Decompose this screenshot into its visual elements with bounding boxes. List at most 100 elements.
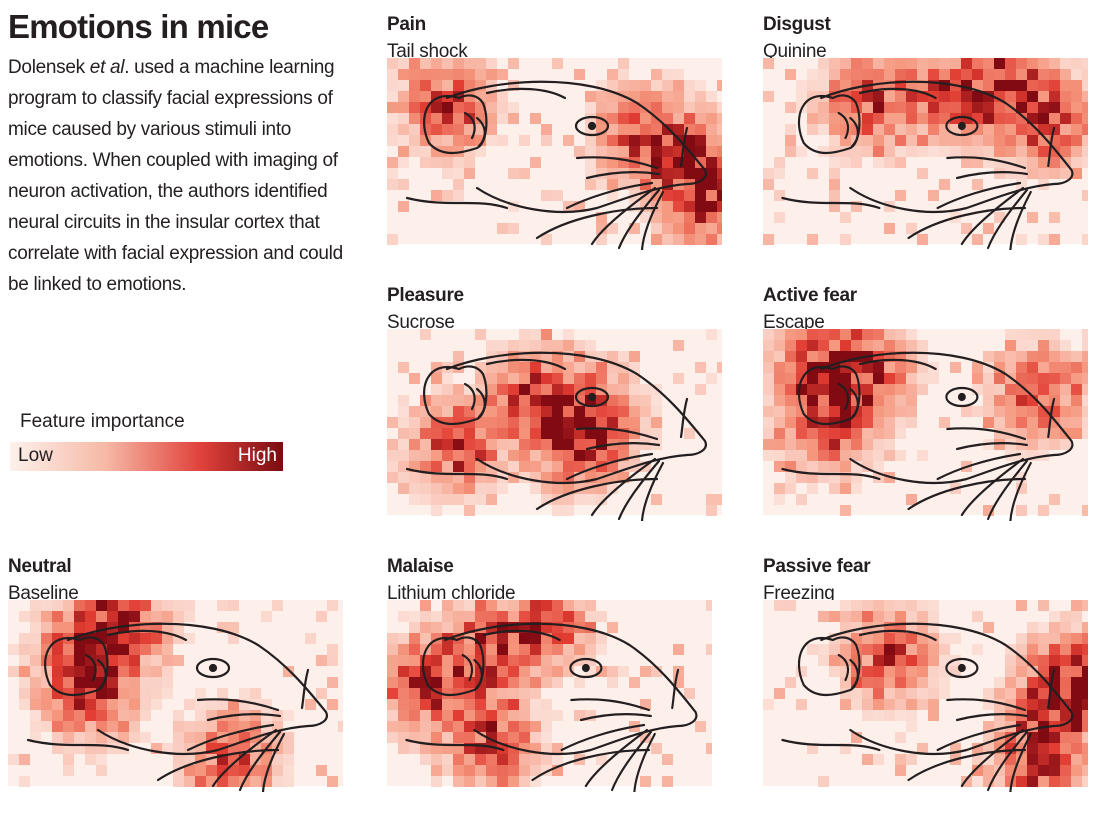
heatmap-cell [1038,91,1049,102]
heatmap-cell [1071,688,1082,699]
heatmap-cell [508,384,519,395]
heatmap-cell [972,743,983,754]
heatmap-cell [387,113,398,124]
heatmap-cell [475,688,486,699]
heatmap-cell [442,677,453,688]
heatmap-cell [530,362,541,373]
heatmap-cell [1071,91,1082,102]
mouse-line [84,653,107,690]
heatmap-cell [475,461,486,472]
heatmap-cell [387,69,398,80]
heatmap-cell [607,190,618,201]
heatmap-cell [1049,212,1060,223]
heatmap-cell [1060,732,1071,743]
heatmap-cell [662,135,673,146]
heatmap-cell [807,168,818,179]
heatmap-cell [464,721,475,732]
heatmap-cell [475,91,486,102]
heatmap-cell [464,622,475,633]
heatmap-cell [1038,417,1049,428]
heatmap-cell [840,611,851,622]
heatmap-cell [508,428,519,439]
heatmap-cell [939,58,950,69]
heatmap-cell [585,644,596,655]
heatmap-cell [30,655,41,666]
heatmap-cell [706,102,717,113]
heatmap-cell [1027,622,1038,633]
heatmap-cell [530,340,541,351]
heatmap-cell [1071,743,1082,754]
heatmap-cell [662,234,673,245]
heatmap-cell [662,124,673,135]
heatmap-cell [272,776,283,787]
heatmap-cell [1060,124,1071,135]
heatmap-cell [442,157,453,168]
heatmap-cell [796,362,807,373]
heatmap-cell [618,472,629,483]
heatmap-cell [972,765,983,776]
heatmap-cell [1060,721,1071,732]
mouse-line [820,80,1074,214]
heatmap-cell [928,146,939,157]
heatmap-cell [895,450,906,461]
heatmap-cell [85,600,96,611]
heatmap-cell [316,611,327,622]
heatmap-cell [574,450,585,461]
heatmap-cell [184,699,195,710]
heatmap-cell [541,135,552,146]
heatmap-cell [486,373,497,384]
heatmap-cell [283,754,294,765]
heatmap-cell [107,677,118,688]
heatmap-cell [508,611,519,622]
heatmap-cell [409,710,420,721]
heatmap-cell [508,776,519,787]
panel: Pain Tail shock [387,14,722,250]
heatmap-cell [818,351,829,362]
heatmap-cell [906,135,917,146]
legend-low: Low [18,445,53,466]
heatmap-cell [519,373,530,384]
heatmap-cell [651,102,662,113]
heatmap-cell [818,329,829,340]
heatmap-cell [862,329,873,340]
heatmap-cell [519,776,530,787]
heatmap-cell [475,655,486,666]
heatmap-cell [851,157,862,168]
heatmap-cell [283,666,294,677]
heatmap-cell [673,212,684,223]
heatmap-cell [651,69,662,80]
heatmap-cell [1082,710,1088,721]
heatmap-cell [1082,644,1088,655]
heatmap-cell [431,644,442,655]
heatmap-cell [807,362,818,373]
heatmap-cell [895,633,906,644]
heatmap-cell [895,677,906,688]
heatmap-cell [453,69,464,80]
heatmap-cell [618,439,629,450]
heatmap-cell [1038,102,1049,113]
heatmap-cell [1060,688,1071,699]
heatmap-cell [763,234,774,245]
heatmap-cell [928,373,939,384]
heatmap-cell [41,655,52,666]
heatmap-cell [983,417,994,428]
heatmap-cell [629,406,640,417]
heatmap-cell [541,340,552,351]
heatmap-cell [1016,483,1027,494]
heatmap-cell [442,765,453,776]
heatmap-cell [785,362,796,373]
heatmap-cell [862,135,873,146]
heatmap-cell [206,710,217,721]
heatmap-cell [840,461,851,472]
heatmap-cell [717,179,722,190]
heatmap-cell [475,373,486,384]
heatmap-cell [917,168,928,179]
heatmap-cell [442,406,453,417]
heatmap-cell [442,146,453,157]
heatmap-cell [972,102,983,113]
heatmap-cell [239,754,250,765]
heatmap-cell [717,124,722,135]
heatmap-cell [475,113,486,124]
heatmap-cell [453,611,464,622]
heatmap-cell [774,688,785,699]
